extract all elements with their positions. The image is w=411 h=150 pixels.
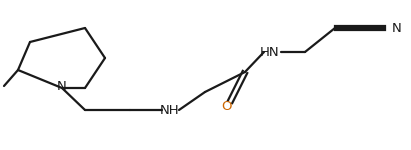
Text: HN: HN [260,45,280,58]
Text: NH: NH [160,103,180,117]
Text: O: O [221,100,231,114]
Text: N: N [392,21,402,34]
Text: N: N [57,81,67,93]
